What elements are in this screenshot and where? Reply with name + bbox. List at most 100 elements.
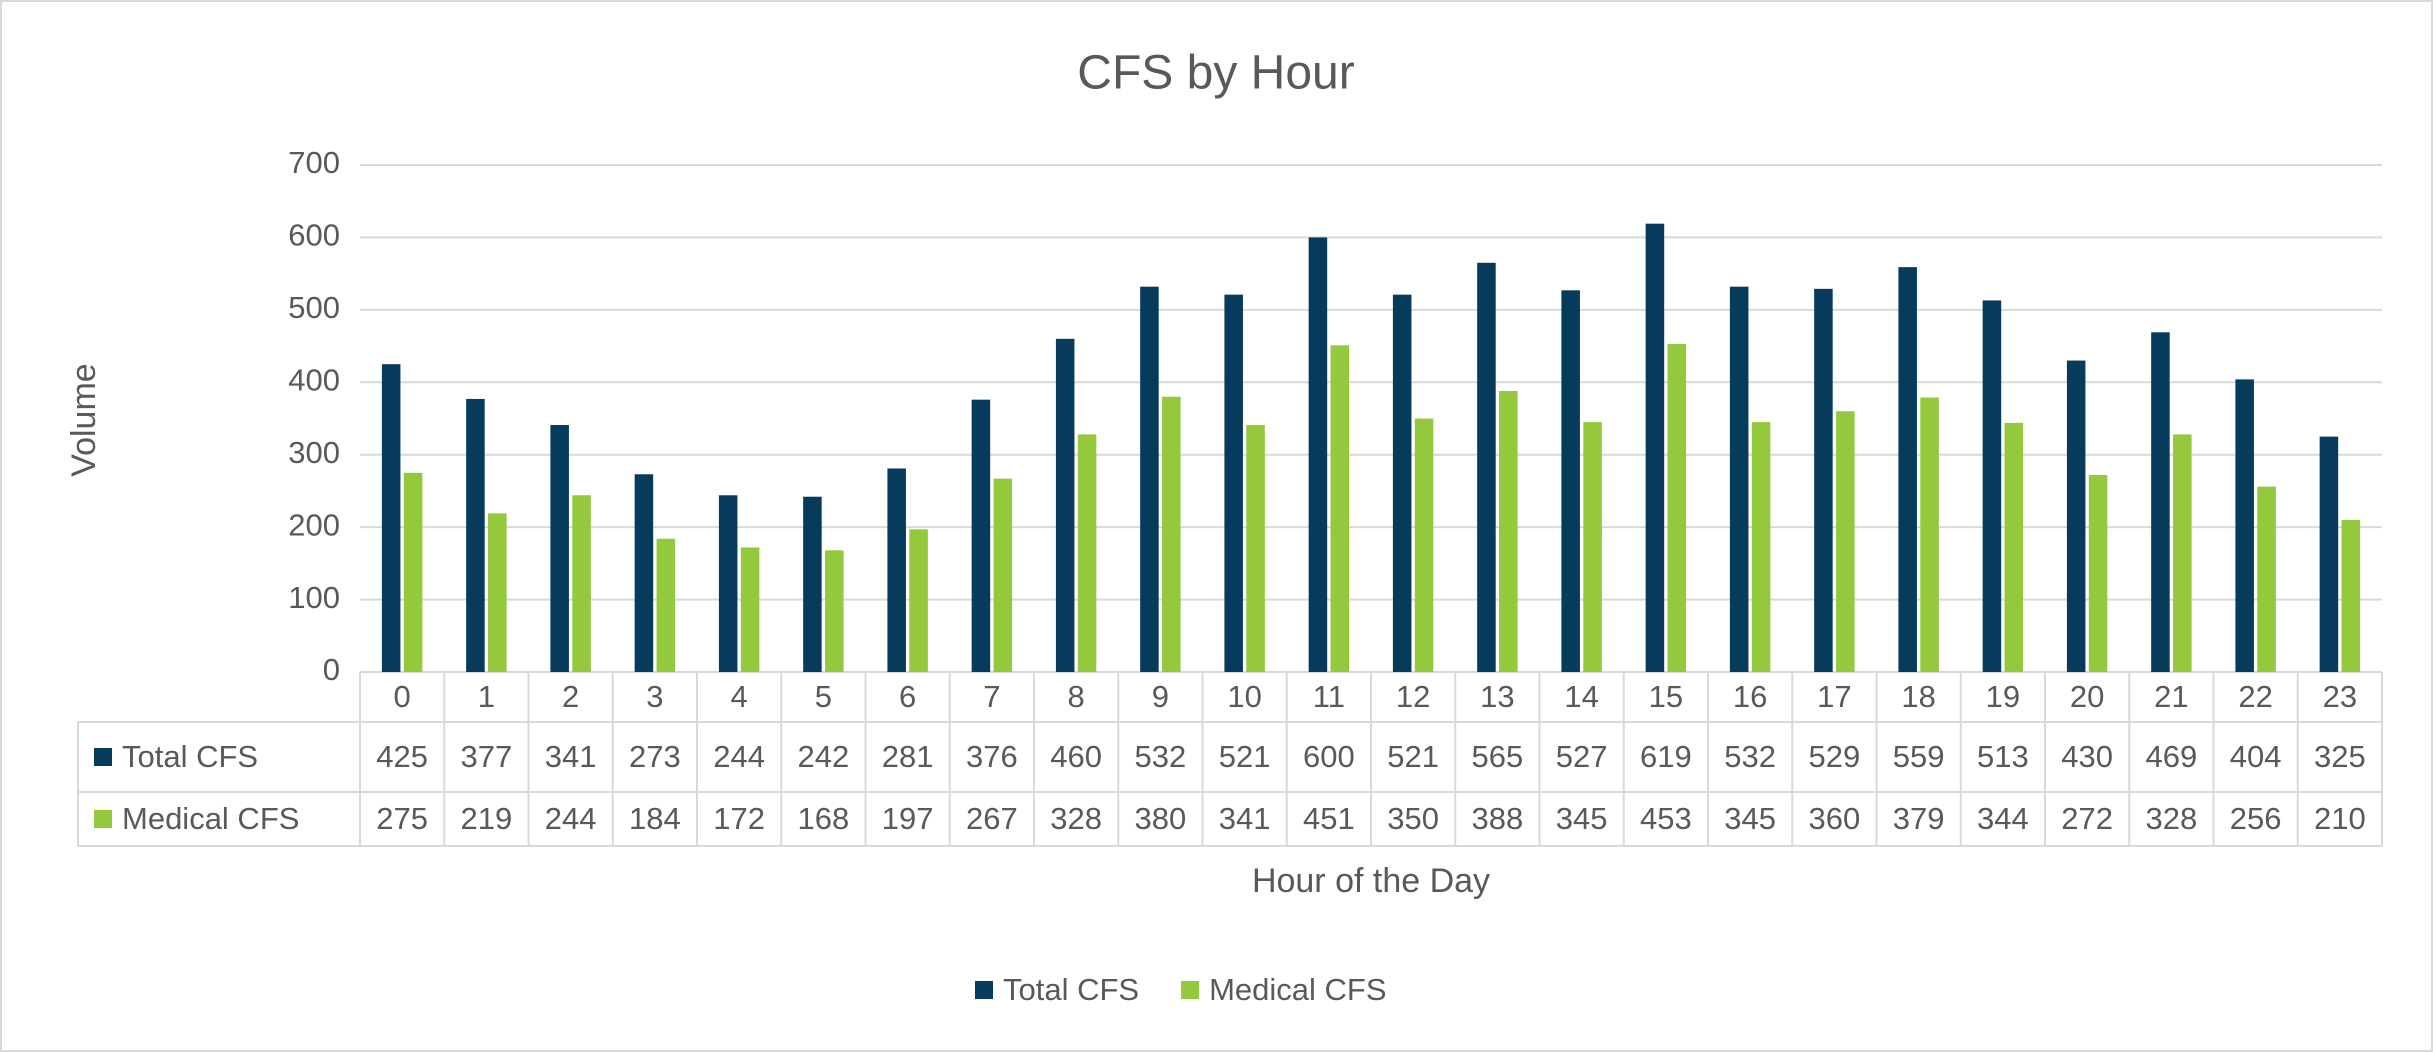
bar bbox=[2004, 422, 2024, 672]
y-tick-label: 500 bbox=[288, 290, 340, 325]
bar bbox=[825, 550, 844, 672]
table-value: 210 bbox=[2314, 801, 2366, 836]
table-value: 350 bbox=[1387, 801, 1439, 836]
table-value: 404 bbox=[2230, 739, 2282, 774]
table-value: 344 bbox=[1977, 801, 2029, 836]
bar bbox=[887, 468, 906, 672]
table-value: 281 bbox=[882, 739, 934, 774]
bar bbox=[1140, 286, 1159, 672]
table-value: 325 bbox=[2314, 739, 2366, 774]
table-value: 521 bbox=[1387, 739, 1439, 774]
bar bbox=[718, 495, 738, 672]
bar bbox=[2235, 379, 2254, 672]
table-value: 521 bbox=[1219, 739, 1271, 774]
x-tick-label: 9 bbox=[1152, 679, 1169, 714]
bar bbox=[2088, 474, 2108, 672]
table-value: 451 bbox=[1303, 801, 1355, 836]
y-tick-label: 700 bbox=[288, 145, 340, 180]
bar bbox=[803, 496, 822, 672]
table-value: 559 bbox=[1893, 739, 1945, 774]
table-series-name: Total CFS bbox=[122, 739, 258, 774]
bar bbox=[1561, 290, 1580, 672]
x-tick-label: 16 bbox=[1733, 679, 1767, 714]
x-tick-label: 2 bbox=[562, 679, 579, 714]
bar bbox=[1751, 422, 1771, 672]
bar bbox=[1814, 288, 1833, 672]
table-value: 172 bbox=[713, 801, 765, 836]
x-tick-label: 14 bbox=[1564, 679, 1598, 714]
y-tick-label: 400 bbox=[288, 362, 340, 397]
bar bbox=[971, 399, 991, 672]
bar bbox=[1246, 425, 1265, 672]
table-legend-key bbox=[94, 748, 112, 766]
table-value: 469 bbox=[2146, 739, 2198, 774]
table-value: 256 bbox=[2230, 801, 2282, 836]
x-tick-label: 0 bbox=[394, 679, 411, 714]
x-tick-label: 17 bbox=[1817, 679, 1851, 714]
x-tick-label: 6 bbox=[899, 679, 916, 714]
x-tick-label: 7 bbox=[983, 679, 1000, 714]
bar bbox=[1499, 390, 1518, 672]
bar bbox=[1392, 294, 1412, 672]
table-value: 532 bbox=[1135, 739, 1187, 774]
table-value: 197 bbox=[882, 801, 934, 836]
bar bbox=[1077, 434, 1097, 672]
bar bbox=[381, 364, 401, 672]
x-tick-label: 19 bbox=[1986, 679, 2020, 714]
bar bbox=[1583, 422, 1602, 672]
bar bbox=[466, 398, 485, 672]
bar bbox=[2151, 332, 2170, 672]
bar bbox=[740, 547, 760, 672]
table-value: 275 bbox=[376, 801, 428, 836]
table-value: 328 bbox=[2146, 801, 2198, 836]
table-value: 619 bbox=[1640, 739, 1692, 774]
table-value: 460 bbox=[1050, 739, 1102, 774]
table-value: 244 bbox=[713, 739, 765, 774]
bar bbox=[993, 478, 1013, 672]
table-value: 377 bbox=[461, 739, 513, 774]
bar bbox=[2066, 360, 2086, 672]
x-tick-label: 8 bbox=[1068, 679, 1085, 714]
table-value: 565 bbox=[1472, 739, 1524, 774]
legend-label: Total CFS bbox=[1003, 972, 1139, 1007]
bar bbox=[2319, 436, 2339, 672]
y-tick-label: 600 bbox=[288, 218, 340, 253]
x-tick-label: 23 bbox=[2323, 679, 2357, 714]
table-value: 242 bbox=[798, 739, 850, 774]
bar bbox=[1667, 343, 1687, 672]
table-value: 272 bbox=[2061, 801, 2113, 836]
bar bbox=[1729, 286, 1749, 672]
table-value: 379 bbox=[1893, 801, 1945, 836]
bar bbox=[1330, 345, 1350, 672]
bar bbox=[1162, 396, 1181, 672]
table-legend-key bbox=[94, 810, 112, 828]
bar bbox=[2173, 434, 2192, 672]
table-value: 380 bbox=[1135, 801, 1187, 836]
table-value: 513 bbox=[1977, 739, 2029, 774]
bar bbox=[1414, 418, 1434, 672]
bar bbox=[656, 538, 676, 672]
bar bbox=[1920, 397, 1939, 672]
bar bbox=[1477, 262, 1496, 672]
table-value: 376 bbox=[966, 739, 1018, 774]
table-value: 527 bbox=[1556, 739, 1608, 774]
bar bbox=[1308, 237, 1328, 672]
bar bbox=[572, 495, 591, 672]
y-tick-label: 100 bbox=[288, 580, 340, 615]
bar bbox=[2257, 486, 2276, 672]
legend-key bbox=[1181, 981, 1200, 999]
y-axis-label: Volume bbox=[65, 363, 103, 476]
bar bbox=[1055, 338, 1075, 672]
x-tick-label: 10 bbox=[1227, 679, 1261, 714]
y-tick-label: 200 bbox=[288, 507, 340, 542]
x-tick-label: 3 bbox=[646, 679, 663, 714]
x-tick-label: 11 bbox=[1313, 679, 1345, 714]
table-value: 219 bbox=[461, 801, 513, 836]
table-value: 341 bbox=[1219, 801, 1271, 836]
x-tick-label: 12 bbox=[1396, 679, 1430, 714]
table-value: 267 bbox=[966, 801, 1018, 836]
bar bbox=[1982, 300, 2002, 672]
table-value: 532 bbox=[1724, 739, 1776, 774]
legend-key bbox=[975, 981, 993, 999]
